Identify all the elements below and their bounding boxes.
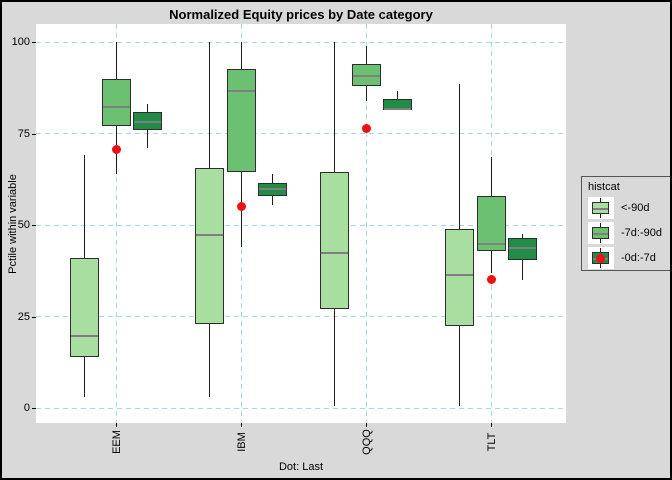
- h-gridline: [36, 224, 566, 226]
- median-line: [477, 243, 505, 246]
- y-axis-title: Pctile within variable: [7, 174, 19, 274]
- axis-caption: Dot: Last: [278, 461, 324, 473]
- median-line: [134, 120, 161, 123]
- x-tick-mark: [491, 423, 492, 427]
- x-tick-label-IBM: IBM: [236, 432, 248, 452]
- legend-label: -0d:-7d: [621, 252, 656, 264]
- median-line: [352, 74, 380, 77]
- median-line: [509, 246, 536, 249]
- median-line: [321, 252, 348, 255]
- x-tick-label-TLT: TLT: [486, 432, 498, 452]
- y-tick-mark: [32, 316, 36, 318]
- boxplot-box-TLT--7d:-90d: [476, 195, 506, 251]
- legend: histcat <-90d -7d:-90d: [581, 176, 670, 271]
- h-gridline: [36, 407, 566, 409]
- y-tick-label: 100: [11, 36, 30, 48]
- legend-entry-7d-90d: -7d:-90d: [588, 222, 670, 244]
- boxplot-box-IBM--7d:-90d: [226, 69, 256, 172]
- last-dot-EEM: [111, 145, 121, 155]
- boxplot-box-IBM-<-90d: [195, 168, 224, 324]
- x-tick-mark: [366, 423, 367, 427]
- legend-title: histcat: [588, 181, 620, 193]
- x-tick-mark: [241, 423, 242, 427]
- plot-panel: [36, 24, 566, 423]
- last-dot-IBM: [236, 202, 246, 212]
- h-gridline: [36, 41, 566, 43]
- y-tick-mark: [32, 42, 36, 43]
- boxplot-box-EEM--0d:-7d: [133, 111, 162, 130]
- legend-entry-lt90d: <-90d: [588, 197, 670, 219]
- y-tick-label: 0: [23, 402, 30, 414]
- y-tick-mark: [32, 225, 36, 226]
- median-line: [102, 106, 130, 109]
- boxplot-box-EEM--7d:-90d: [101, 78, 131, 127]
- h-gridline: [36, 316, 566, 317]
- median-line: [259, 188, 286, 191]
- v-gridline-IBM: [241, 24, 242, 423]
- boxplot-box-TLT--0d:-7d: [508, 237, 537, 260]
- median-line: [71, 334, 98, 337]
- chart-title: Normalized Equity prices by Date categor…: [169, 7, 433, 22]
- v-gridline-EEM: [116, 24, 117, 423]
- median-line: [384, 107, 411, 110]
- legend-entry-0d-7d: -0d:-7d: [588, 247, 670, 269]
- boxplot-box-IBM--0d:-7d: [258, 182, 287, 196]
- v-gridline-QQQ: [366, 24, 367, 423]
- x-tick-mark: [116, 423, 117, 427]
- legend-label: <-90d: [621, 202, 650, 214]
- boxplot-key-icon: [588, 197, 614, 219]
- median-line: [446, 274, 473, 277]
- boxplot-key-icon-with-dot: [588, 247, 614, 269]
- boxplot-box-EEM-<-90d: [70, 257, 99, 357]
- y-tick-label: 50: [17, 219, 30, 231]
- median-line: [227, 89, 255, 92]
- y-tick-mark: [32, 133, 36, 135]
- boxplot-box-TLT-<-90d: [445, 228, 474, 326]
- last-dot-QQQ: [361, 123, 371, 133]
- boxplot-box-QQQ-<-90d: [320, 171, 349, 310]
- boxplot-box-QQQ--7d:-90d: [351, 63, 381, 86]
- x-tick-label-QQQ: QQQ: [361, 429, 373, 455]
- red-dot-icon: [596, 254, 605, 263]
- h-gridline: [36, 133, 566, 134]
- x-tick-label-EEM: EEM: [111, 430, 123, 454]
- median-line: [196, 234, 223, 237]
- boxplot-box-QQQ--0d:-7d: [383, 98, 412, 110]
- y-tick-label: 25: [17, 310, 30, 323]
- y-tick-mark: [32, 408, 36, 409]
- boxplot-key-icon: [588, 222, 614, 244]
- legend-label: -7d:-90d: [621, 227, 662, 239]
- last-dot-TLT: [486, 275, 496, 285]
- y-tick-label: 75: [17, 127, 30, 140]
